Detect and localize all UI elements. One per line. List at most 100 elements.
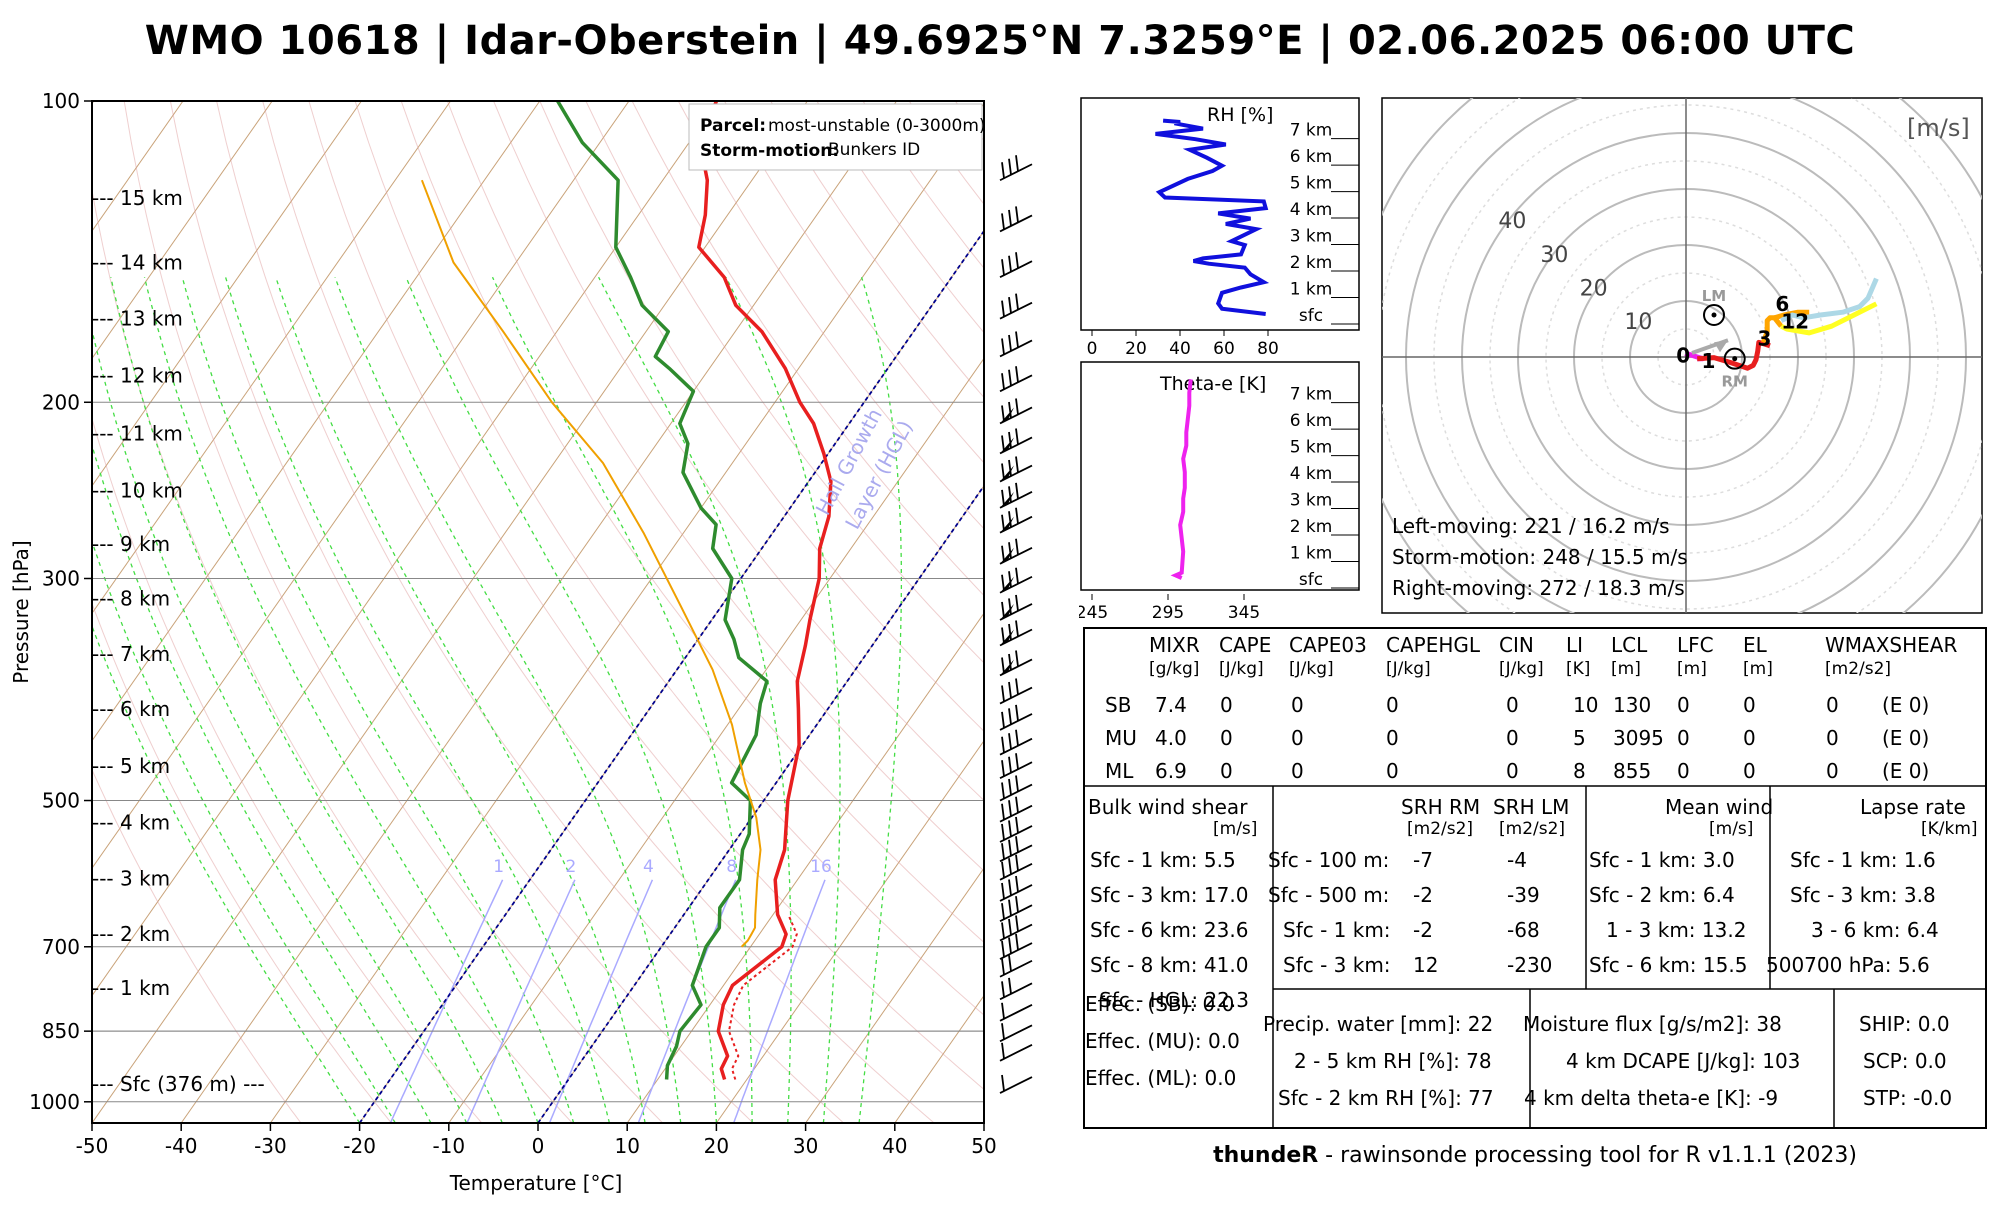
bulk-shear-unit: [m/s] bbox=[1213, 819, 1258, 839]
srh-lm-value: -4 bbox=[1507, 848, 1527, 872]
index-cell: 7.4 bbox=[1155, 693, 1187, 717]
theta-e-series-line bbox=[1170, 379, 1193, 580]
x-tick-label: 10 bbox=[614, 1134, 639, 1158]
unit-lfc: [m] bbox=[1677, 659, 1707, 679]
composite-index-row: STP: -0.0 bbox=[1863, 1086, 1953, 1110]
dry-adiabat-line bbox=[677, 101, 984, 530]
panel-height-label: 4 km bbox=[1290, 464, 1333, 484]
moist-adiabat-line bbox=[275, 276, 646, 1123]
bunkers-lm-marker bbox=[1703, 304, 1725, 326]
isotherm-line bbox=[269, 102, 984, 1123]
height-label: --- 10 km bbox=[92, 478, 183, 502]
bulk-shear-row: Sfc - 1 km: 5.5 bbox=[1090, 848, 1236, 872]
srh-lm-value: -39 bbox=[1507, 883, 1540, 907]
isotherm-line bbox=[983, 1122, 984, 1123]
isotherm-line bbox=[92, 101, 452, 615]
srh-row-label: Sfc - 1 km: bbox=[1283, 918, 1391, 942]
isotherm-line bbox=[715, 739, 984, 1123]
mean-wind-row: Sfc - 2 km: 6.4 bbox=[1589, 883, 1735, 907]
flux-row: 4 km delta theta-e [K]: -9 bbox=[1524, 1086, 1779, 1110]
mixing-ratio-line bbox=[389, 879, 504, 1123]
hgl-boundary-line bbox=[537, 484, 984, 1123]
dry-adiabat-line bbox=[1048, 101, 1060, 1123]
wind-barb bbox=[999, 206, 1033, 233]
isotherm-line bbox=[0, 101, 5, 1123]
unit-cape03: [J/kg] bbox=[1289, 659, 1334, 679]
moisture-row: Sfc - 2 km RH [%]: 77 bbox=[1278, 1086, 1494, 1110]
x-tick-label: -20 bbox=[343, 1134, 376, 1158]
srh-rm-value: -7 bbox=[1413, 848, 1433, 872]
hodograph-segment bbox=[1697, 339, 1771, 371]
bulk-shear-row: Effec. (SB): 0.0 bbox=[1085, 992, 1235, 1016]
col-header-cin: CIN bbox=[1499, 633, 1534, 657]
panel-height-label: sfc bbox=[1299, 306, 1323, 326]
index-cell: 0 bbox=[1677, 693, 1690, 717]
lapse-rate-row: Sfc - 1 km: 1.6 bbox=[1790, 848, 1936, 872]
rh-profile-plot: RH [%] 7 km 6 km 5 km 4 km 3 km 2 km 1 km sfc 0… bbox=[1080, 97, 1360, 359]
unit-li: [K] bbox=[1566, 659, 1591, 679]
wind-barb bbox=[999, 1023, 1033, 1043]
dry-adiabat-line bbox=[216, 101, 844, 1123]
index-cell: 8 bbox=[1573, 759, 1586, 783]
panel-height-label: 5 km bbox=[1290, 174, 1333, 194]
col-header-el: EL bbox=[1743, 633, 1767, 657]
srh-rm-value: -2 bbox=[1413, 918, 1433, 942]
credit-tool-name: thundeR bbox=[1213, 1143, 1319, 1168]
isotherm-line bbox=[92, 101, 362, 487]
height-label: --- 5 km bbox=[92, 754, 170, 778]
moist-adiabat-line bbox=[334, 276, 682, 1123]
panel-height-label: 2 km bbox=[1290, 517, 1333, 537]
wind-barb bbox=[999, 775, 1033, 802]
moist-adiabat-line bbox=[143, 277, 539, 1123]
height-label: --- 11 km bbox=[92, 422, 183, 446]
index-cell: 0 bbox=[1506, 759, 1519, 783]
moist-adiabat-line bbox=[224, 277, 611, 1123]
hodograph-height-mark: 0 bbox=[1676, 343, 1690, 367]
x-tick-label: 0 bbox=[532, 1134, 545, 1158]
index-row-label: SB bbox=[1105, 693, 1132, 717]
moist-adiabat-line bbox=[92, 539, 396, 1123]
panel-x-tick-label: 40 bbox=[1169, 339, 1191, 359]
srh-row-label: Sfc - 500 m: bbox=[1268, 883, 1390, 907]
dry-adiabat-line bbox=[631, 101, 984, 597]
col-header-li: LI bbox=[1566, 633, 1584, 657]
wind-barb bbox=[999, 704, 1033, 731]
wind-barb bbox=[999, 293, 1033, 320]
legend-storm-value: Bunkers ID bbox=[828, 140, 920, 160]
storm-motion-arrowhead bbox=[1714, 340, 1728, 353]
hodograph-ring-label: 20 bbox=[1580, 276, 1608, 301]
unit-wmaxshear: [m2/s2] bbox=[1825, 659, 1892, 679]
wind-barb bbox=[999, 977, 1033, 1001]
index-cell: 0 bbox=[1220, 726, 1233, 750]
srh-lm-value: -230 bbox=[1507, 953, 1553, 977]
height-label: --- 9 km bbox=[92, 532, 170, 556]
wind-barb bbox=[999, 456, 1033, 483]
index-cell: 4.0 bbox=[1155, 726, 1187, 750]
wind-barb bbox=[999, 1002, 1033, 1022]
isotherm-line bbox=[537, 484, 984, 1123]
theta-e-title: Theta-e [K] bbox=[1159, 373, 1266, 395]
panel-x-tick-label: 60 bbox=[1213, 339, 1235, 359]
index-cell: (E 0) bbox=[1882, 759, 1930, 783]
x-tick-label: 20 bbox=[704, 1134, 729, 1158]
moist-adiabat-line bbox=[858, 277, 903, 1123]
height-label: --- 6 km bbox=[92, 697, 170, 721]
dry-adiabat-line bbox=[92, 187, 573, 1123]
wind-barb bbox=[999, 620, 1033, 647]
col-header-lcl: LCL bbox=[1611, 633, 1648, 657]
hodograph-segment bbox=[1780, 301, 1878, 336]
dry-adiabat-line bbox=[262, 101, 935, 1123]
index-cell: 0 bbox=[1677, 759, 1690, 783]
col-header-wmaxshear: WMAXSHEAR bbox=[1825, 633, 1958, 657]
right-moving-text: Right-moving: 272 / 18.3 m/s bbox=[1392, 576, 1685, 600]
legend-parcel-value: most-unstable (0-3000m) bbox=[768, 116, 986, 136]
index-cell: 10 bbox=[1573, 693, 1599, 717]
x-axis-label: Temperature [°C] bbox=[449, 1171, 623, 1195]
moist-adiabat-line bbox=[598, 276, 792, 1123]
credit-line: thundeR - rawinsonde processing tool for… bbox=[1083, 1143, 1987, 1168]
hodograph-unit: [m/s] bbox=[1907, 114, 1970, 142]
mean-wind-row: Sfc - 1 km: 3.0 bbox=[1589, 848, 1735, 872]
height-label: --- 2 km bbox=[92, 922, 170, 946]
wind-barb bbox=[999, 1074, 1033, 1094]
index-cell: (E 0) bbox=[1882, 726, 1930, 750]
